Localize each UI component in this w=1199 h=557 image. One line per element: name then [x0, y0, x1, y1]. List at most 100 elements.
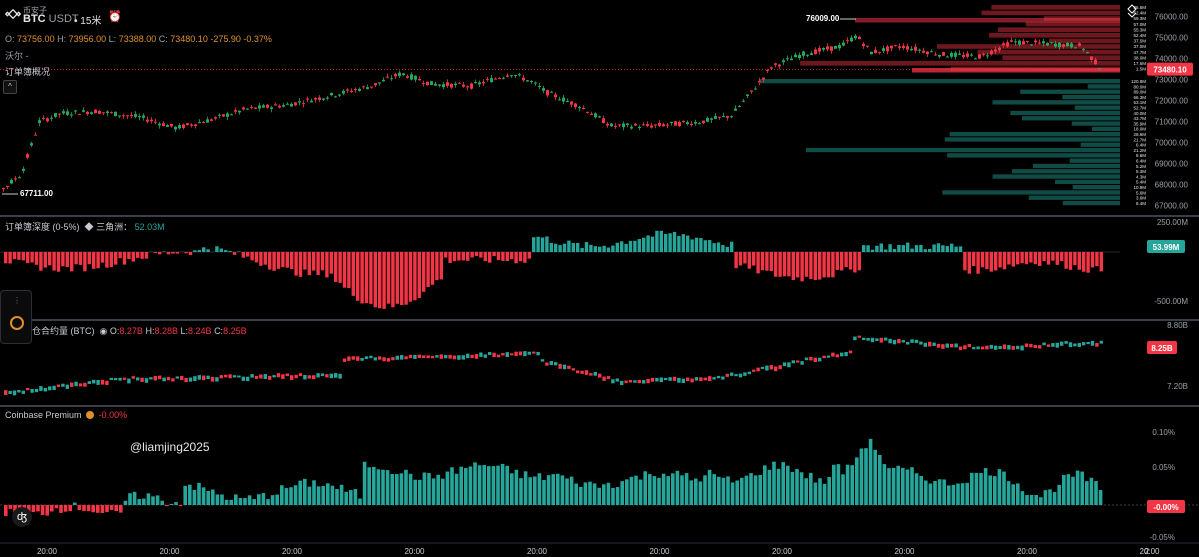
oi-bar [664, 377, 668, 381]
depth-bar [325, 252, 329, 278]
orderbook-bid-bar [1087, 84, 1120, 89]
timeframe-label[interactable]: • 15米 [74, 16, 102, 27]
collapse-legend-button[interactable]: ^ [3, 80, 17, 94]
depth-bar [549, 242, 553, 252]
depth-bar [840, 252, 844, 271]
premium-bar [864, 448, 868, 505]
oi-bar [967, 344, 971, 348]
alarm-icon[interactable]: ⏰ [108, 11, 122, 23]
candle-body [158, 123, 161, 126]
depth-legend[interactable]: 订单簿深度 (0-5%) ◆ 三角洲： 52.03M [5, 220, 165, 233]
candle-body [222, 114, 225, 117]
oi-bar [589, 373, 593, 376]
oi-bar [400, 354, 404, 360]
premium-bar [611, 487, 615, 505]
candle-body [558, 99, 561, 101]
premium-bar [464, 468, 468, 505]
oi-bar [712, 377, 716, 380]
depth-bar [400, 252, 404, 305]
symbol-label[interactable]: BTC USDT [23, 13, 79, 25]
premium-bar [307, 486, 312, 505]
candle-body [254, 107, 257, 109]
depth-bar [34, 252, 39, 265]
oi-bar [312, 375, 316, 380]
oi-bar [536, 351, 540, 356]
depth-bar [989, 252, 993, 272]
oi-bar [985, 345, 989, 350]
candle-body [486, 79, 489, 81]
oi-bar [162, 377, 166, 382]
candle-body [1026, 41, 1029, 43]
target-icon[interactable] [10, 316, 24, 330]
premium-bar [91, 505, 95, 513]
premium-bar [229, 499, 233, 505]
premium-bar [174, 502, 178, 505]
oi-bar [1038, 345, 1042, 349]
candle-body [370, 86, 373, 88]
side-toolbar[interactable]: ⋮ [0, 290, 32, 344]
orderbook-ask-label: 55.3M [1133, 27, 1146, 32]
premium-bar [818, 478, 822, 505]
oi-legend[interactable]: 未来平仓合约量 (BTC) ◉ O:8.27B H:8.28B L:8.24B … [5, 326, 247, 336]
candle-body [306, 98, 309, 100]
oi-bar [114, 378, 118, 381]
candle-body [146, 119, 149, 122]
depth-bar [496, 252, 501, 261]
indicator-orderbook-label[interactable]: 订单簿概况 [5, 67, 51, 77]
oi-bar [580, 370, 584, 374]
depth-bar [835, 252, 839, 270]
candle-body [358, 88, 361, 91]
depth-bar [712, 243, 716, 252]
oi-bar [1020, 345, 1024, 351]
oi-bar [527, 351, 531, 355]
orderbook-bid-label: 89.0M [1133, 90, 1146, 95]
premium-bar [243, 498, 247, 505]
oi-bar [730, 372, 734, 376]
premium-bar [349, 490, 353, 505]
oi-bar [602, 376, 606, 381]
oi-bar [307, 375, 311, 379]
candle-body [742, 100, 745, 102]
depth-bar [615, 242, 619, 252]
candle-body [430, 81, 433, 86]
oi-bar [809, 356, 813, 361]
oi-bar [1090, 340, 1095, 346]
drag-grip-icon[interactable]: ⋮ [13, 296, 21, 305]
candle-body [166, 125, 169, 127]
oi-bar [144, 378, 149, 383]
depth-bar [584, 242, 589, 252]
premium-bar [165, 505, 169, 507]
candle-body [750, 90, 753, 92]
depth-bar [514, 252, 518, 264]
oi-bar [752, 369, 756, 372]
orderbook-bid-bar [992, 174, 1120, 179]
depth-bar [681, 234, 685, 252]
depth-bar [703, 240, 707, 252]
tradingview-logo-icon[interactable]: ʤ [12, 507, 32, 527]
orderbook-bid-label: 21.2M [1133, 148, 1146, 153]
candle-body [182, 124, 185, 129]
candle-body [290, 103, 293, 107]
orderbook-ask-label: 37.0M [1133, 44, 1146, 49]
oi-bar [769, 365, 773, 370]
oi-bar [571, 368, 575, 371]
oi-bar [175, 376, 179, 379]
oi-bar [12, 390, 17, 396]
candle-body [98, 110, 101, 114]
premium-bar [390, 474, 394, 505]
premium-bar [68, 505, 72, 512]
premium-legend[interactable]: Coinbase Premium -0.00% [5, 410, 127, 420]
indicator-vol-label[interactable]: 沃尔 - [5, 51, 29, 61]
oi-bar [932, 342, 936, 346]
depth-bar [628, 240, 633, 252]
depth-bar [1073, 252, 1077, 266]
candle-body [698, 123, 701, 125]
oi-bar [364, 356, 369, 360]
oi-bar [826, 355, 831, 358]
ohlc-legend: O: 73756.00 H: 73956.00 L: 73388.00 C: 7… [5, 34, 272, 44]
oi-bar [391, 357, 395, 361]
premium-current-tag [1147, 500, 1185, 513]
premium-bar [500, 463, 505, 505]
